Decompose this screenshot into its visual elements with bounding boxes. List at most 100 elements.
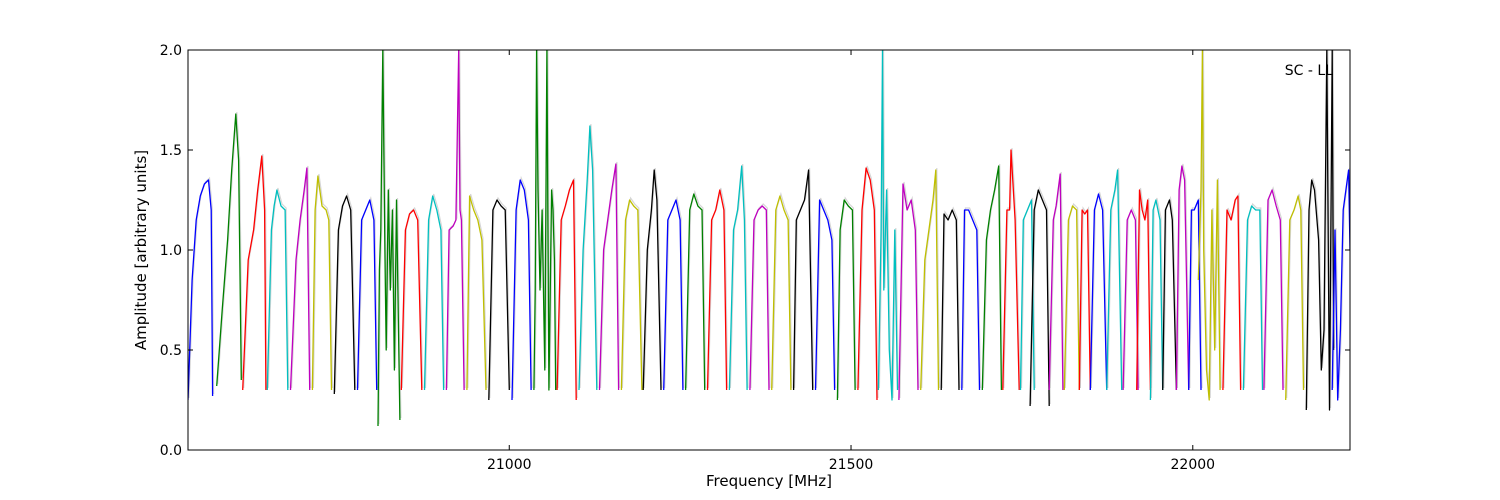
series-line-57 xyxy=(1305,50,1335,411)
series-line-2 xyxy=(216,113,242,387)
series-line-21 xyxy=(642,169,662,391)
series-line-8 xyxy=(356,199,378,391)
series-line-38 xyxy=(1002,149,1020,391)
x-axis-label: Frequency [MHz] xyxy=(706,472,832,490)
background-trace-12 xyxy=(446,50,466,389)
background-trace-23 xyxy=(686,189,707,389)
y-tick-label: 0.5 xyxy=(160,343,182,359)
series-line-25 xyxy=(728,165,748,391)
series-line-33 xyxy=(898,183,919,401)
series-line-32 xyxy=(877,50,899,401)
background-trace-25 xyxy=(729,163,749,389)
series-line-35 xyxy=(940,209,960,391)
background-trace-14 xyxy=(489,196,511,399)
series-line-56 xyxy=(1285,195,1305,401)
series-line-4 xyxy=(266,189,289,391)
background-trace-42 xyxy=(1064,202,1081,389)
background-trace-26 xyxy=(750,203,771,389)
series-line-39 xyxy=(1019,199,1035,391)
x-tick-label: 21500 xyxy=(829,457,874,473)
background-trace-6 xyxy=(312,173,334,389)
series-line-27 xyxy=(771,195,792,391)
background-trace-4 xyxy=(267,187,290,389)
series-layer xyxy=(188,50,1350,427)
background-trace-27 xyxy=(772,191,793,389)
background-trace-19 xyxy=(599,161,621,389)
background-trace-41 xyxy=(1049,171,1065,389)
series-line-54 xyxy=(1242,205,1264,391)
background-trace-55 xyxy=(1264,186,1285,389)
series-line-44 xyxy=(1089,193,1108,391)
x-tick-label: 21000 xyxy=(487,457,532,473)
series-line-12 xyxy=(445,50,465,391)
series-line-5 xyxy=(289,167,311,391)
series-line-52 xyxy=(1197,50,1221,401)
series-line-26 xyxy=(749,205,770,391)
series-line-46 xyxy=(1122,209,1139,391)
background-trace-2 xyxy=(217,111,243,385)
series-line-23 xyxy=(684,193,706,391)
series-line-49 xyxy=(1162,199,1178,391)
background-trace-50 xyxy=(1176,163,1191,389)
background-trace-31 xyxy=(858,165,879,399)
series-line-45 xyxy=(1106,169,1123,391)
y-tick-label: 1.0 xyxy=(160,243,182,259)
series-line-11 xyxy=(423,195,445,391)
series-line-10 xyxy=(400,209,423,391)
background-trace-20 xyxy=(621,196,644,389)
series-line-15 xyxy=(511,179,532,401)
x-tick-label: 22000 xyxy=(1171,457,1216,473)
series-line-53 xyxy=(1222,195,1242,391)
series-line-58 xyxy=(1331,169,1350,401)
background-trace-11 xyxy=(424,193,446,389)
background-trace-45 xyxy=(1107,167,1124,389)
background-trace-54 xyxy=(1243,202,1265,389)
series-line-1 xyxy=(188,179,214,401)
background-trace-18 xyxy=(579,123,599,389)
plot-annotation: SC - LL xyxy=(1285,63,1333,79)
series-line-13 xyxy=(466,195,487,391)
series-line-19 xyxy=(598,163,620,391)
series-line-28 xyxy=(792,169,814,391)
series-line-29 xyxy=(814,199,836,391)
series-line-22 xyxy=(663,199,684,391)
series-line-34 xyxy=(920,169,940,391)
series-line-18 xyxy=(578,125,598,391)
background-trace-30 xyxy=(837,196,857,399)
background-trace-29 xyxy=(815,197,837,389)
background-trace-38 xyxy=(1003,147,1021,389)
series-line-14 xyxy=(488,199,510,401)
series-line-48 xyxy=(1149,199,1164,401)
series-line-40 xyxy=(1029,189,1050,407)
series-line-7 xyxy=(333,195,356,395)
background-trace-34 xyxy=(921,167,941,389)
y-tick-label: 1.5 xyxy=(160,143,182,159)
background-trace-1 xyxy=(188,176,215,399)
series-line-9 xyxy=(377,50,401,427)
series-line-31 xyxy=(857,167,878,401)
series-line-24 xyxy=(706,189,728,391)
series-line-41 xyxy=(1048,173,1064,391)
series-line-3 xyxy=(242,155,267,391)
background-trace-9 xyxy=(378,50,402,425)
series-line-55 xyxy=(1263,189,1284,391)
background-trace-13 xyxy=(467,193,488,389)
background-trace-5 xyxy=(290,165,312,389)
background-trace-15 xyxy=(512,175,533,399)
background-trace-48 xyxy=(1150,197,1165,399)
series-line-36 xyxy=(961,209,981,391)
series-line-6 xyxy=(311,175,333,391)
series-line-42 xyxy=(1063,205,1080,391)
series-line-47 xyxy=(1136,189,1152,391)
y-tick-label: 0.0 xyxy=(160,443,182,459)
axis-ticks: 21000 21500 22000 0.0 0.5 1.0 1.5 2.0 xyxy=(160,43,1350,473)
background-trace-47 xyxy=(1137,187,1152,389)
background-trace-57 xyxy=(1306,50,1336,409)
series-line-16 xyxy=(533,50,557,391)
y-axis-label: Amplitude [arbitrary units] xyxy=(132,150,150,350)
series-line-17 xyxy=(556,179,577,401)
y-tick-label: 2.0 xyxy=(160,43,182,59)
background-trace-49 xyxy=(1163,195,1178,389)
series-line-30 xyxy=(836,199,856,401)
